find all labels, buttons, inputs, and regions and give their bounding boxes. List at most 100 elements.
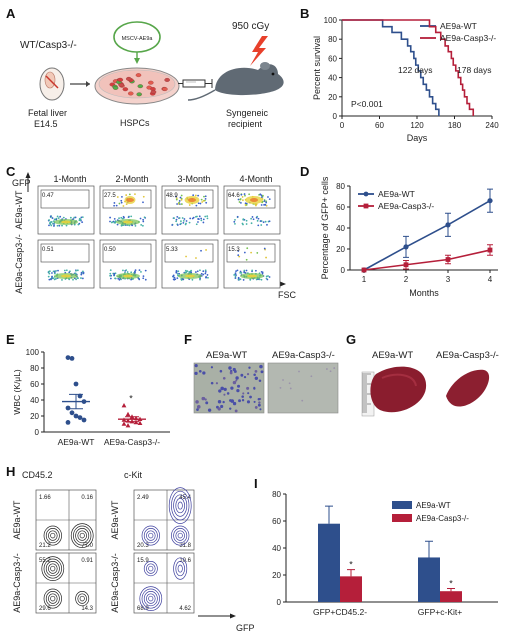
contour-ring xyxy=(146,593,156,604)
contour-ring xyxy=(41,556,65,581)
flow-gate-value: 64.6 xyxy=(228,193,240,199)
bar-error xyxy=(447,588,455,592)
flow-gate-value: 0.50 xyxy=(104,247,116,253)
spleen-casp3-icon xyxy=(446,369,490,407)
contour-ring xyxy=(177,564,183,573)
contour-ring xyxy=(175,530,185,541)
panel-d-label: D xyxy=(300,164,309,179)
wbc-category-label: AE9a-Casp3-/- xyxy=(104,437,160,447)
flow-gate-value: 5.33 xyxy=(166,247,178,253)
contour-ring xyxy=(73,525,92,546)
flow-panel: 0.47 xyxy=(37,185,95,235)
contour-ring xyxy=(45,528,60,544)
source-line1: Fetal liver xyxy=(28,108,67,118)
syringe-icon xyxy=(178,79,213,88)
c-month-label: 3-Month xyxy=(177,174,210,184)
flow-panel: 15.3 xyxy=(223,239,281,289)
survival-xtick-label: 240 xyxy=(485,121,499,130)
h-quadrant-value: 20.3 xyxy=(137,543,149,549)
survival-line-wt xyxy=(342,19,440,116)
f-right-title: AE9a-Casp3-/- xyxy=(272,350,335,361)
survival-xlabel: Days xyxy=(407,133,428,143)
contour-ring xyxy=(168,487,192,524)
panel-h: H CD45.2 c-Kit GFP AE9a-WTAE9a-Casp3-/-A… xyxy=(6,464,255,633)
h-row-label: AE9a-Casp3-/- xyxy=(110,553,120,613)
gfp-point xyxy=(445,222,451,228)
gfp-legend-label: AE9a-WT xyxy=(378,189,415,199)
contour-ring xyxy=(148,532,154,539)
c-month-label: 1-Month xyxy=(53,174,86,184)
wbc-ytick-label: 40 xyxy=(30,396,39,405)
flow-gate xyxy=(40,243,90,263)
f-left-title: AE9a-WT xyxy=(206,350,247,361)
contour-ring xyxy=(146,530,156,541)
recipient-line2: recipient xyxy=(228,119,263,129)
contour-ring xyxy=(50,565,56,572)
panel-d: D xyxy=(300,164,309,179)
gfp-point xyxy=(361,267,367,273)
flow-panel: 48.9 xyxy=(161,185,219,235)
survival-chart: 0 20 40 60 80 100 0 60 120 180 240 Days Percent surv… xyxy=(312,16,499,143)
survival-ylabel: Percent survival xyxy=(312,36,322,100)
flow-panels: 1-Month 2-Month 3-Month 4-Month AE9a-WT 0.47 2… xyxy=(14,174,281,294)
contour-ring xyxy=(173,557,188,580)
gfp-line xyxy=(363,200,491,271)
flow-gate-value: 15.3 xyxy=(228,247,240,253)
contour-ring xyxy=(45,561,60,577)
contour-ring xyxy=(43,588,62,609)
contour-ring xyxy=(48,593,58,604)
h-quadrant-value: 55.2 xyxy=(39,558,51,564)
contour-ring xyxy=(141,525,160,546)
gfp-ytick-label: 40 xyxy=(336,224,345,233)
bar-legend-swatch xyxy=(392,514,412,522)
wbc-point xyxy=(81,417,87,423)
c-month-label: 2-Month xyxy=(115,174,148,184)
panel-f: F AE9a-WT AE9a-Casp3-/- xyxy=(184,332,339,414)
contour-ring xyxy=(148,565,154,572)
survival-annotation-wt: 122 days xyxy=(398,65,433,75)
contour-ring xyxy=(143,561,158,577)
h-quadrant-value: 0.16 xyxy=(81,495,93,501)
contour-ring xyxy=(48,530,58,541)
contour-ring xyxy=(141,588,160,609)
bar xyxy=(340,576,362,602)
bar xyxy=(418,557,440,602)
panel-i: I xyxy=(254,476,258,491)
wbc-point xyxy=(121,403,127,408)
panel-c-label: C xyxy=(6,164,16,179)
h-x-axis-label: GFP xyxy=(236,623,255,633)
panel-h-label: H xyxy=(6,464,15,479)
bar-chart: 0 20 40 60 80 GFP+CD45.2- * GFP+c-Kit+ * AE9a-WT A… xyxy=(272,490,498,617)
h-quadrant-value: 31.8 xyxy=(179,543,191,549)
bar xyxy=(440,591,462,602)
histology-dots xyxy=(194,364,336,413)
gfp-point xyxy=(445,257,451,262)
contour-ring xyxy=(143,591,158,607)
contour-ring xyxy=(139,586,163,611)
h-quadrant-value: 68.9 xyxy=(137,606,149,612)
wbc-point xyxy=(69,410,75,416)
gfp-point xyxy=(487,247,493,253)
gfp-ytick-label: 0 xyxy=(341,266,346,275)
panel-b: B xyxy=(300,6,309,21)
gfp-point xyxy=(487,198,493,204)
bar-category-label: GFP+c-Kit+ xyxy=(418,607,462,617)
gfp-xtick-label: 4 xyxy=(488,275,493,284)
wbc-point xyxy=(73,381,79,387)
flow-gate xyxy=(40,189,90,209)
gfp-axes xyxy=(349,186,498,271)
gfp-line xyxy=(363,249,491,271)
h-quadrant-value: 4.62 xyxy=(179,606,191,612)
wbc-point xyxy=(65,420,71,425)
cd45-contour-panel: 55.2 0.91 29.6 14.3 xyxy=(35,552,97,614)
survival-xtick-label: 120 xyxy=(410,121,424,130)
virus-label: MSCV-AE9a xyxy=(122,36,154,42)
flow-gate xyxy=(226,189,276,209)
h-quadrant-value: 2.49 xyxy=(137,495,149,501)
f-casp3-image xyxy=(267,362,339,414)
bar-significance: * xyxy=(349,560,353,570)
g-left-title: AE9a-WT xyxy=(372,350,413,361)
flow-panel: 27.5 xyxy=(99,185,157,235)
contour-ring xyxy=(175,561,185,577)
